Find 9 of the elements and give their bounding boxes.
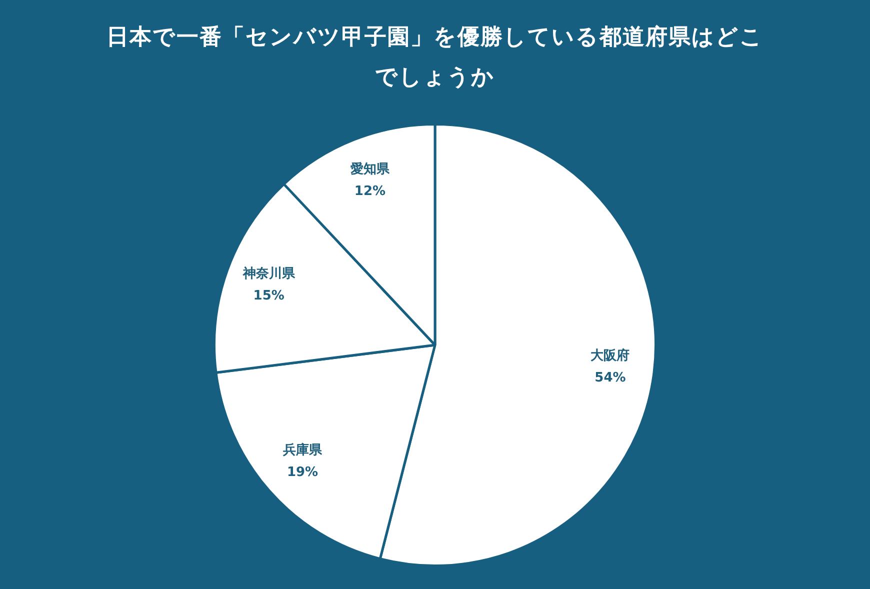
slice-label: 大阪府 [590,348,630,364]
slice-label: 神奈川県 [242,266,296,282]
data-label: 15% [253,288,284,304]
slice-label: 愛知県 [350,161,390,178]
chart-title: 日本で一番「センバツ甲子園」を優勝している都道府県はどこでしょうか [106,24,764,92]
slice-label: 兵庫県 [282,442,324,458]
data-label: 54% [594,370,626,386]
data-label: 19% [286,465,318,480]
data-label: 12% [354,184,386,200]
